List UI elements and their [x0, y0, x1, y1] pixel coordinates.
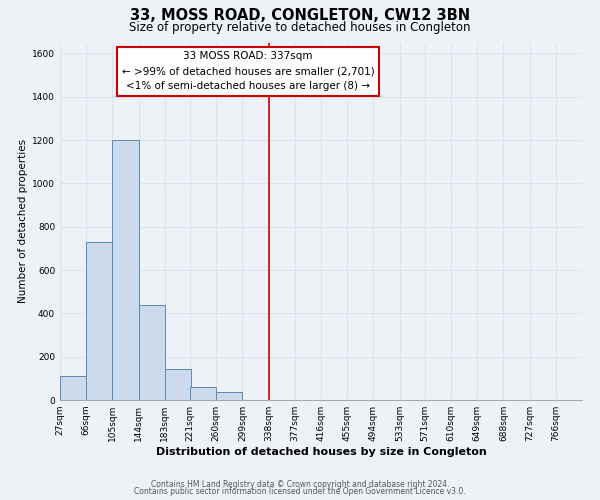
- Bar: [164, 368, 191, 400]
- Bar: [60, 376, 86, 400]
- Text: Size of property relative to detached houses in Congleton: Size of property relative to detached ho…: [129, 21, 471, 34]
- Text: 33, MOSS ROAD, CONGLETON, CW12 3BN: 33, MOSS ROAD, CONGLETON, CW12 3BN: [130, 8, 470, 22]
- Bar: [86, 242, 112, 400]
- X-axis label: Distribution of detached houses by size in Congleton: Distribution of detached houses by size …: [155, 447, 487, 457]
- Bar: [217, 392, 242, 400]
- Bar: [139, 304, 164, 400]
- Text: 33 MOSS ROAD: 337sqm
← >99% of detached houses are smaller (2,701)
<1% of semi-d: 33 MOSS ROAD: 337sqm ← >99% of detached …: [122, 52, 374, 91]
- Text: Contains HM Land Registry data © Crown copyright and database right 2024.: Contains HM Land Registry data © Crown c…: [151, 480, 449, 489]
- Bar: [190, 387, 217, 400]
- Bar: [112, 140, 139, 400]
- Y-axis label: Number of detached properties: Number of detached properties: [18, 139, 28, 304]
- Text: Contains public sector information licensed under the Open Government Licence v3: Contains public sector information licen…: [134, 487, 466, 496]
